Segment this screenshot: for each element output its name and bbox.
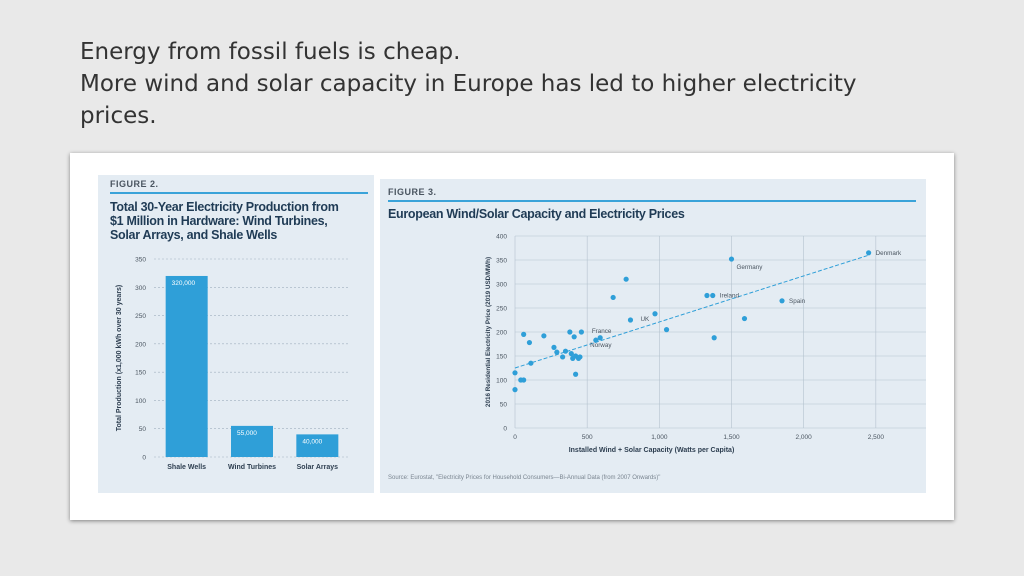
scatter-point [562,348,569,354]
figure-2-panel: FIGURE 2. Total 30-Year Electricity Prod… [98,175,374,493]
figure-3-label: FIGURE 3. [388,187,437,197]
scatter-point [578,329,584,335]
scatter-point [526,339,533,346]
scatter-x-tick-label: 0 [513,434,517,441]
scatter-point [541,333,547,339]
figure-3-title: European Wind/Solar Capacity and Electri… [388,207,685,221]
slide-title-line-1: Energy from fossil fuels is cheap. [80,39,461,65]
bar [296,434,339,457]
bar [165,275,208,457]
scatter-point [521,377,527,383]
figure-3-source: Source: Eurostat, "Electricity Prices fo… [388,475,661,481]
scatter-point [577,354,583,360]
scatter-point-france [593,337,599,343]
bar-category-label: Solar Arrays [297,464,338,471]
figure-2-title-line-3: Solar Arrays, and Shale Wells [110,228,278,242]
scatter-point-label: Germany [737,264,764,271]
bar-y-tick-label: 0 [142,455,146,462]
scatter-point [560,354,566,360]
figure-2-title-line-2: $1 Million in Hardware: Wind Turbines, [110,214,328,228]
bar-y-tick-label: 300 [135,285,146,292]
bar-y-tick-label: 50 [139,426,147,433]
scatter-point [571,334,577,340]
slide-title: Energy from fossil fuels is cheap. More … [80,36,980,132]
scatter-point-label: France [592,328,612,335]
scatter-point-denmark [866,250,872,256]
scatter-point-germany [728,256,735,262]
figure-2-label: FIGURE 2. [110,179,159,189]
scatter-y-tick-label: 150 [496,354,507,361]
scatter-point-uk [627,317,634,323]
scatter-point [528,360,534,366]
scatter-y-tick-label: 100 [496,378,507,385]
bar-y-tick-label: 100 [135,398,146,405]
scatter-x-tick-label: 2,500 [868,434,885,441]
scatter-x-tick-label: 500 [582,434,593,441]
scatter-point [512,370,518,376]
scatter-point [573,371,579,377]
scatter-point-label: Denmark [876,250,902,257]
scatter-point [570,355,576,361]
scatter-point [711,335,717,341]
slide-title-line-2: More wind and solar capacity in Europe h… [80,71,857,97]
scatter-y-tick-label: 50 [500,402,508,409]
bar-data-label: 320,000 [172,280,196,287]
scatter-y-tick-label: 200 [496,330,507,337]
scatter-y-tick-label: 0 [503,426,507,433]
figure-3-panel: FIGURE 3. European Wind/Solar Capacity a… [380,179,926,493]
bar-data-label: 40,000 [302,438,322,445]
scatter-y-tick-label: 400 [496,234,507,241]
scatter-y-axis-label: 2016 Residential Electricity Price (2019… [485,257,492,407]
scatter-x-tick-label: 1,500 [723,434,740,441]
scatter-point [741,315,748,322]
scatter-point [554,349,560,355]
scatter-point-label: UK [640,316,650,323]
scatter-point [512,387,518,393]
scatter-x-tick-label: 1,000 [651,434,668,441]
scatter-x-axis-label: Installed Wind + Solar Capacity (Watts p… [569,447,735,454]
scatter-point-label: Norway [590,342,612,349]
scatter-y-tick-label: 250 [496,306,507,313]
scatter-point-ireland [710,292,716,299]
scatter-y-tick-label: 300 [496,282,507,289]
figure-3-rule [388,200,916,202]
bar-category-label: Shale Wells [167,464,206,471]
scatter-point-norway [597,335,603,341]
bar-y-tick-label: 250 [135,313,146,320]
scatter-point [663,327,670,333]
scatter-chart: 0 50 100 150 200 250 300 350 400 0 500 1,000 1,500 2,… [485,234,926,454]
scatter-point-label: Ireland [720,293,740,300]
scatter-point [610,294,616,301]
bar [231,425,273,457]
scatter-point [704,292,710,299]
figure-2-title-line-1: Total 30-Year Electricity Production fro… [110,200,339,214]
bar-y-axis-label: Total Production (x1,000 kWh over 30 yea… [116,285,123,432]
figure-2-rule [110,192,368,194]
scatter-trendline [514,254,869,369]
bar-data-label: 55,000 [237,430,257,437]
bar-category-label: Wind Turbines [228,464,276,471]
figure-2-title: Total 30-Year Electricity Production fro… [110,200,372,242]
bar-y-tick-label: 350 [135,257,146,264]
bar-y-tick-label: 200 [135,341,146,348]
slide-title-line-3: prices. [80,103,157,129]
figure-image: FIGURE 2. Total 30-Year Electricity Prod… [70,153,954,520]
bar-y-tick-label: 150 [135,370,146,377]
bar-chart: 0 50 100 150 200 250 300 350 Total Production (x… [116,257,350,471]
scatter-point [567,329,573,335]
scatter-point [551,344,557,350]
scatter-point [568,351,574,357]
scatter-x-tick-label: 2,000 [796,434,813,441]
scatter-point [521,331,527,337]
scatter-point-spain [779,298,785,304]
scatter-point [623,276,629,282]
scatter-y-tick-label: 350 [496,258,507,265]
scatter-point-label: Spain [789,298,806,305]
scatter-point [652,311,658,317]
